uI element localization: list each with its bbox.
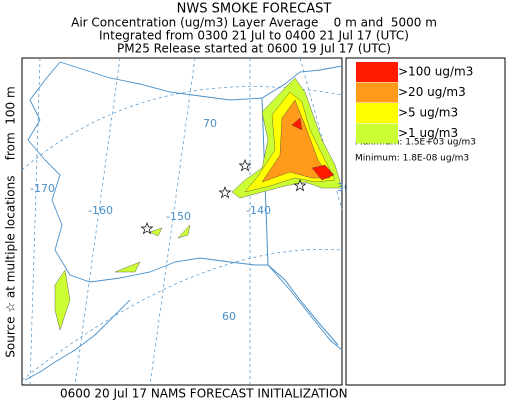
- subtitle-line: PM25 Release started at 0600 19 Jul 17 (…: [117, 42, 391, 56]
- coastline: [24, 61, 343, 381]
- legend-swatch: [356, 82, 398, 103]
- lat-line: [21, 249, 343, 381]
- border: [261, 97, 339, 346]
- subtitle-line: Integrated from 0300 21 Jul to 0400 21 J…: [99, 29, 409, 43]
- footer: 0600 20 Jul 17 NAMS FORECAST INITIALIZAT…: [60, 387, 348, 401]
- plume-contour: [54, 224, 191, 331]
- legend-maximum: Maximum: 1.5E+03 ug/m3: [355, 138, 476, 148]
- legend-label: >5 ug/m3: [398, 106, 458, 120]
- source-markers: [140, 159, 307, 235]
- map-panel: -170 -160 -150 -140 30 70 60: [21, 57, 351, 386]
- lon-line: [74, 57, 121, 386]
- legend-label: >100 ug/m3: [398, 65, 473, 79]
- title: NWS SMOKE FORECAST: [177, 2, 332, 17]
- source-star: [293, 179, 307, 192]
- legend-swatch: [356, 123, 398, 144]
- lat-label: 70: [203, 117, 217, 130]
- source-star: [238, 159, 252, 172]
- lon-label: -170: [30, 182, 55, 195]
- legend-label: >1 ug/m3: [398, 126, 458, 140]
- coast: [27, 61, 343, 351]
- plume: [54, 77, 343, 331]
- plume-contour: [291, 117, 335, 181]
- source-star: [218, 186, 232, 199]
- source-star: [140, 222, 154, 235]
- subtitle-line: Air Concentration (ug/m3) Layer Average …: [71, 16, 437, 30]
- legend-minimum: Minimum: 1.8E-08 ug/m3: [355, 154, 469, 164]
- lon-label: -150: [166, 210, 191, 223]
- lon-label: -160: [88, 204, 113, 217]
- lat-label: 60: [222, 310, 236, 323]
- legend-label: >20 ug/m3: [398, 85, 466, 99]
- source-label: Source ☆ at multiple locations from 100 …: [4, 86, 18, 357]
- legend: Maximum: 1.5E+03 ug/m3 Minimum: 1.8E-08 …: [345, 57, 506, 386]
- lon-line: [299, 57, 343, 211]
- lon-line: [149, 57, 196, 386]
- legend-swatch: [356, 103, 398, 123]
- lon-line: [29, 57, 41, 386]
- legend-swatch: [356, 62, 398, 82]
- lon-label: -140: [246, 204, 271, 217]
- coast: [24, 299, 131, 381]
- coast: [59, 61, 343, 101]
